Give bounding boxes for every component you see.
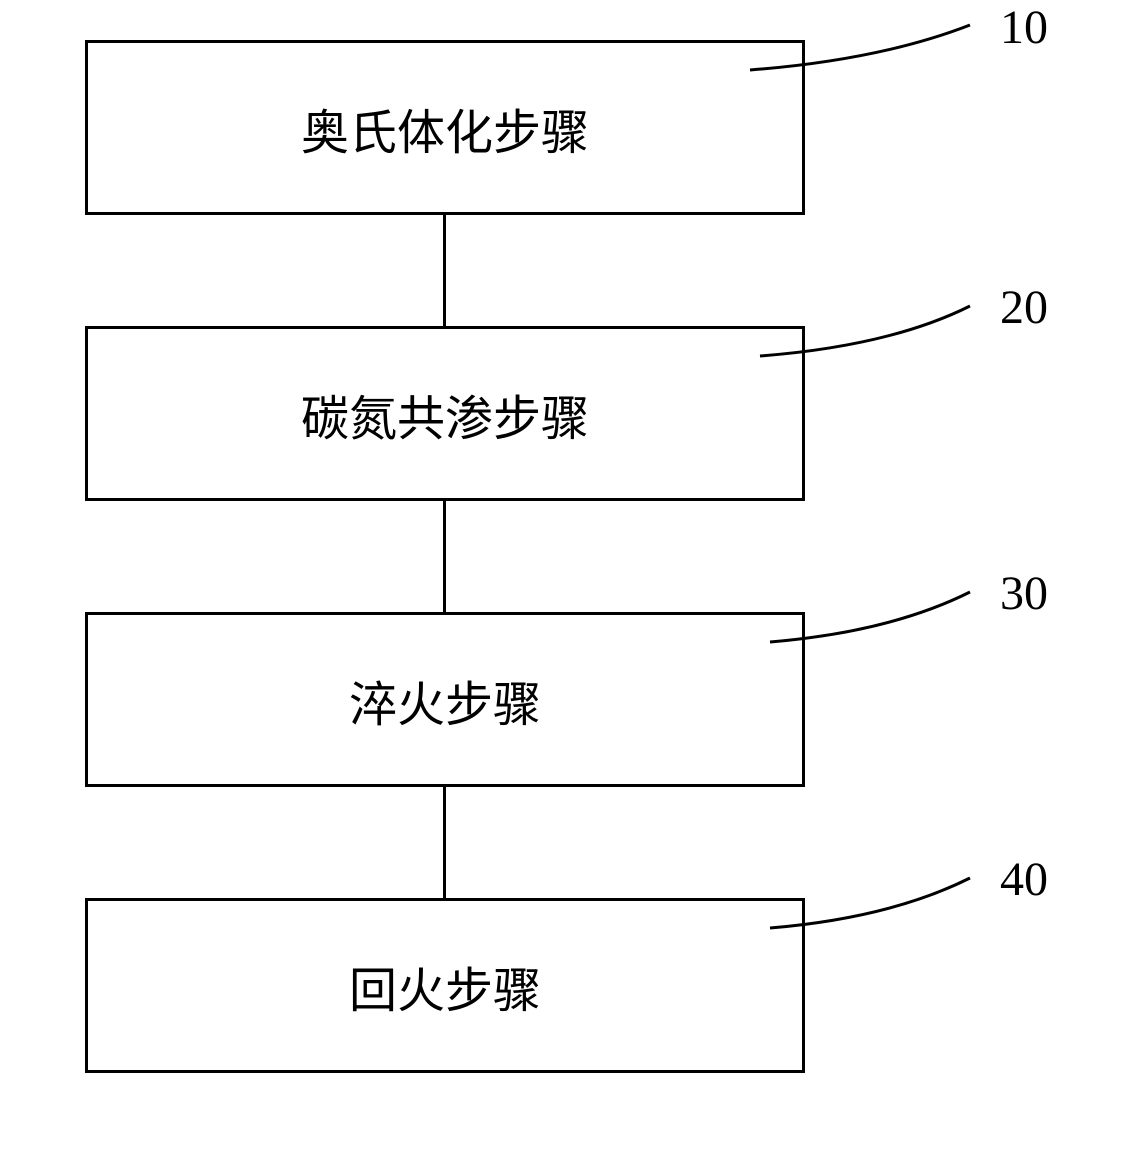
leader-label-4: 40	[1000, 852, 1048, 907]
leader-line-4	[0, 0, 1142, 1150]
